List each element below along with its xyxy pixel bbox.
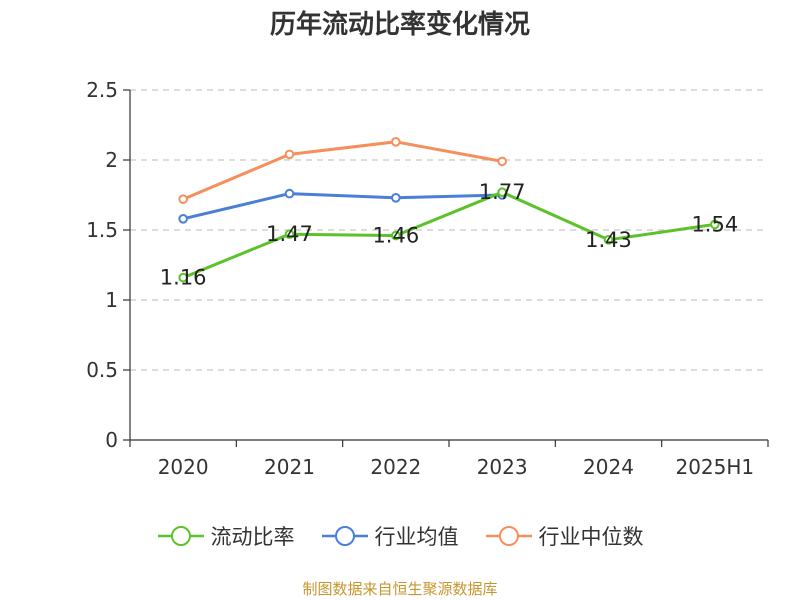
- data-point: [391, 193, 401, 203]
- data-point: [603, 235, 614, 245]
- y-tick-label: 2: [105, 148, 118, 172]
- legend-marker-icon: [157, 526, 204, 546]
- legend-item[interactable]: 流动比率: [157, 521, 295, 551]
- x-tick-label: 2022: [370, 455, 421, 479]
- data-point: [284, 229, 295, 239]
- source-note: 制图数据来自恒生聚源数据库: [302, 580, 498, 598]
- data-label: 1.77: [479, 180, 526, 204]
- data-label: 1.16: [160, 266, 207, 290]
- data-point: [391, 230, 401, 241]
- series-line: [182, 192, 503, 221]
- data-label: 1.47: [266, 222, 313, 246]
- data-point: [284, 188, 295, 199]
- data-point: [710, 219, 720, 230]
- x-tick-label: 2024: [583, 455, 634, 479]
- data-label: 1.46: [372, 224, 419, 248]
- series-lines: [178, 137, 720, 283]
- data-point: [497, 156, 507, 167]
- x-tick-label: 2021: [264, 455, 315, 479]
- y-tick-label: 1: [105, 288, 118, 312]
- data-point: [284, 149, 295, 160]
- data-label: 1.54: [691, 212, 738, 236]
- data-point: [178, 272, 188, 283]
- series-line: [182, 140, 503, 201]
- data-point: [497, 187, 507, 197]
- data-point: [391, 137, 401, 147]
- x-tick-label: 2023: [477, 455, 528, 479]
- data-labels: 1.16 1.47 1.46 1.77 1.43 1.54: [160, 180, 738, 289]
- legend-marker-icon: [485, 526, 532, 546]
- legend-label: 行业均值: [374, 525, 459, 549]
- data-point: [178, 214, 188, 224]
- y-tick-label: 2.5: [86, 78, 118, 102]
- legend-label: 行业中位数: [538, 525, 644, 549]
- y-tick-label: 0: [105, 428, 118, 452]
- x-tick-label: 2025H1: [675, 455, 754, 479]
- legend-marker-icon: [321, 526, 368, 546]
- legend-label: 流动比率: [210, 525, 295, 549]
- x-tick-label: 2020: [158, 455, 209, 479]
- axes: 0 0.5 1 1.5 2 2.5 2020 2021 2022 2023 2024 2025H1: [86, 78, 769, 479]
- data-label: 1.43: [585, 228, 632, 252]
- legend: 流动比率 行业均值 行业中位数: [0, 518, 800, 554]
- legend-item[interactable]: 行业中位数: [485, 521, 644, 551]
- grid-lines: [130, 89, 768, 371]
- series-line: [182, 190, 716, 279]
- data-point: [178, 194, 188, 204]
- legend-item[interactable]: 行业均值: [321, 521, 459, 551]
- y-tick-label: 1.5: [86, 218, 118, 242]
- y-tick-label: 0.5: [86, 358, 118, 382]
- chart-title: 历年流动比率变化情况: [270, 9, 530, 40]
